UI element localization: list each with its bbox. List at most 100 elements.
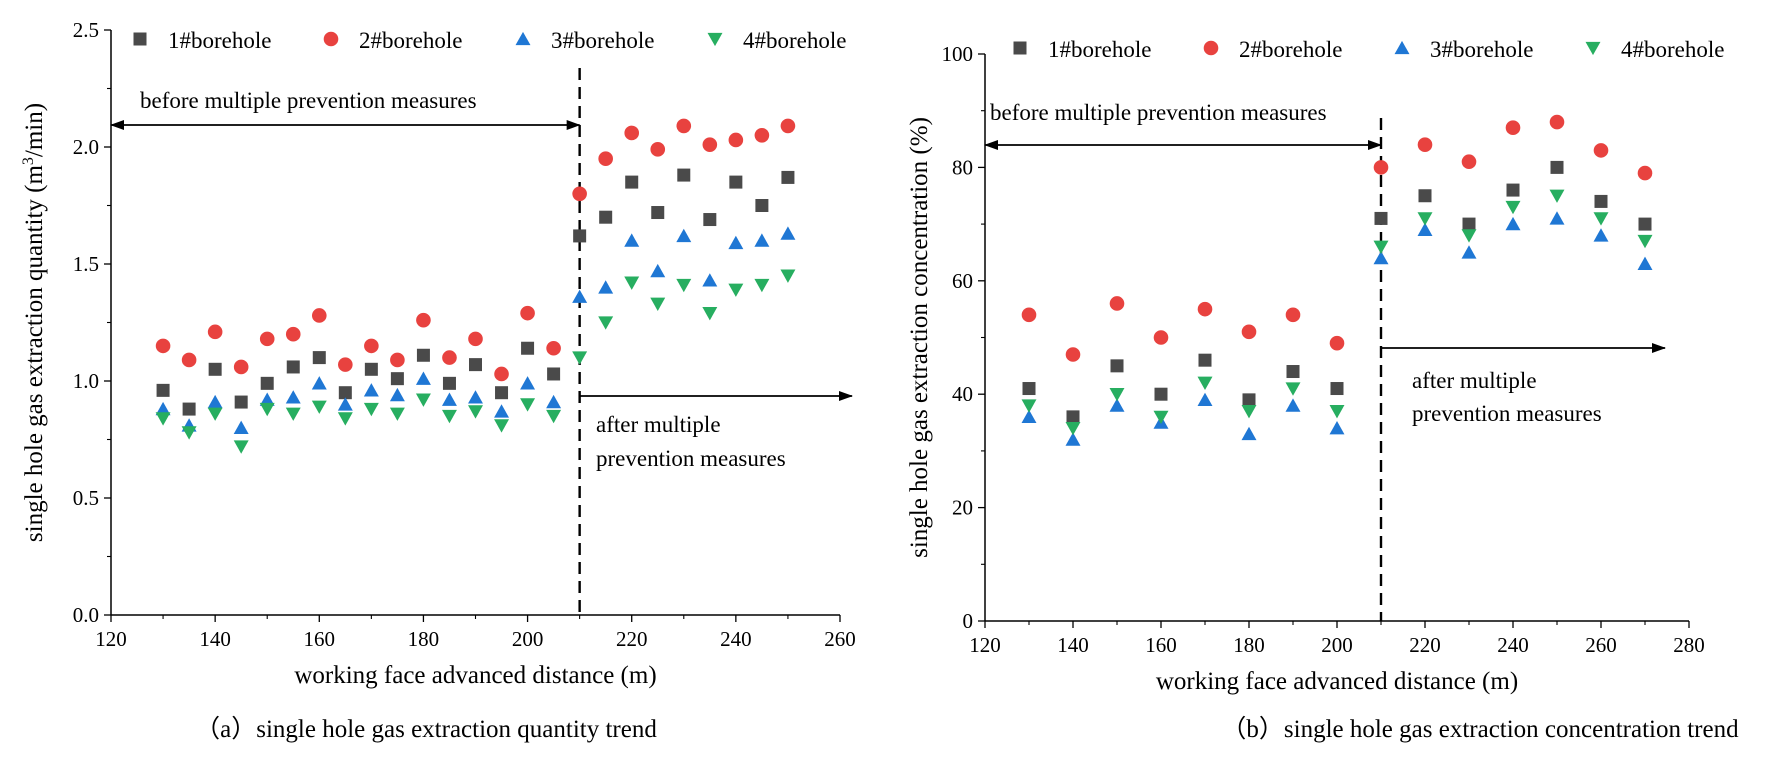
data-point-s2	[676, 118, 692, 134]
x-tick-label: 260	[824, 627, 856, 651]
data-point-s1	[1154, 387, 1168, 401]
data-point-s2	[1065, 347, 1081, 362]
data-point-s3	[598, 280, 614, 294]
legend-label: 2#borehole	[359, 28, 462, 53]
data-point-s4	[1373, 240, 1389, 254]
legend-marker	[1585, 41, 1601, 56]
legend-marker	[707, 32, 723, 47]
x-tick-label: 260	[1585, 633, 1617, 657]
data-point-s3	[207, 394, 223, 409]
data-point-s4	[1109, 388, 1125, 402]
data-point-s4	[1593, 212, 1609, 226]
annotation-after-line2: prevention measures	[596, 446, 786, 471]
data-point-s4	[676, 278, 692, 293]
data-point-s2	[1461, 154, 1477, 170]
data-point-s2	[494, 366, 509, 382]
data-point-s1	[781, 170, 795, 184]
x-axis-label: working face advanced distance (m)	[1156, 668, 1518, 695]
data-point-s3	[155, 401, 171, 416]
legend-marker	[323, 31, 339, 47]
data-point-s4	[546, 409, 562, 424]
data-point-s2	[285, 326, 301, 342]
data-point-s4	[494, 419, 510, 433]
data-point-s2	[155, 338, 171, 354]
data-point-s3	[285, 390, 301, 404]
data-point-s1	[1550, 160, 1564, 174]
x-tick-label: 220	[616, 627, 648, 651]
chart-panel-a: 120 140 160 180 200 220 240 260 0.0 0.5 1.0 1.5 2.0 2…	[20, 18, 856, 743]
data-point-s3	[494, 404, 510, 418]
data-point-s4	[520, 398, 536, 412]
data-point-s3	[1461, 245, 1477, 259]
data-point-s1	[625, 175, 639, 189]
data-point-s2	[1241, 324, 1257, 340]
data-point-s4	[780, 269, 796, 283]
data-point-s2	[390, 352, 405, 368]
y-tick-label: 100	[942, 42, 974, 66]
data-point-s1	[1506, 183, 1520, 197]
annotation-before: before multiple prevention measures	[990, 100, 1327, 125]
x-tick-label: 120	[95, 627, 127, 651]
data-point-s2	[1197, 301, 1213, 317]
x-tick-label: 200	[1321, 633, 1353, 657]
data-point-s3	[389, 387, 405, 402]
data-point-s1	[1066, 410, 1080, 424]
annotation-after-line1: after multiple	[596, 412, 721, 437]
data-point-s3	[676, 228, 692, 243]
data-point-s1	[495, 386, 509, 400]
legend-label: 2#borehole	[1239, 37, 1342, 62]
data-point-s1	[312, 351, 326, 365]
data-point-s3	[311, 376, 327, 390]
data-point-s2	[780, 118, 796, 134]
data-point-s3	[624, 233, 640, 247]
data-point-s4	[754, 278, 770, 293]
data-point-s4	[702, 306, 718, 321]
data-point-s2	[598, 151, 613, 166]
data-point-s4	[311, 400, 327, 414]
data-point-s2	[754, 128, 770, 143]
data-point-s4	[441, 409, 457, 424]
data-point-s4	[337, 412, 353, 426]
data-point-s4	[233, 440, 249, 454]
data-point-s2	[1109, 296, 1125, 311]
y-tick-label: 80	[952, 155, 973, 179]
legend-marker	[515, 31, 531, 46]
legend-marker	[1203, 40, 1219, 56]
y-tick-label: 1.5	[73, 252, 99, 276]
data-point-s1	[1110, 359, 1124, 373]
y-tick-label: 40	[952, 382, 973, 406]
data-point-s4	[572, 351, 588, 365]
data-point-s1	[286, 360, 300, 374]
y-tick-label: 0.0	[73, 603, 99, 627]
data-point-s1	[1330, 382, 1344, 396]
data-point-s2	[259, 331, 275, 347]
x-tick-label: 160	[304, 627, 336, 651]
data-point-s4	[728, 283, 744, 297]
data-point-s4	[181, 426, 197, 440]
data-point-s1	[729, 175, 743, 189]
x-tick-label: 180	[1233, 633, 1265, 657]
data-point-s2	[338, 357, 353, 372]
x-tick-label: 140	[1057, 633, 1089, 657]
data-point-s3	[1417, 222, 1433, 236]
data-point-s4	[468, 405, 483, 419]
data-point-s2	[442, 350, 457, 365]
data-point-s4	[1637, 234, 1653, 249]
data-point-s3	[363, 383, 379, 397]
data-point-s2	[520, 305, 535, 321]
x-tick-label: 240	[720, 627, 752, 651]
data-point-s4	[1461, 229, 1477, 243]
data-point-s2	[702, 137, 718, 152]
data-point-s3	[520, 376, 536, 390]
data-point-s2	[624, 125, 640, 141]
y-tick-label: 2.0	[73, 135, 99, 159]
data-point-s2	[572, 186, 587, 202]
data-point-s1	[416, 348, 430, 362]
data-point-s2	[1593, 143, 1609, 158]
data-point-s2	[1637, 165, 1653, 181]
data-point-s3	[1021, 409, 1037, 424]
data-point-s4	[1549, 189, 1565, 203]
data-point-s1	[573, 229, 587, 243]
